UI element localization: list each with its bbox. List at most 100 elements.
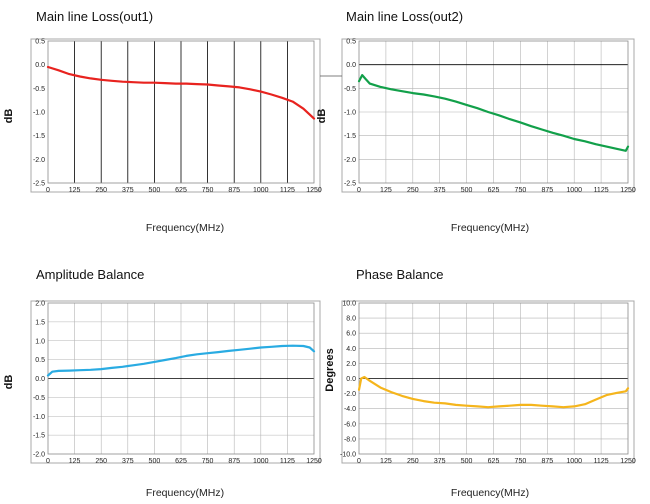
x-tick-label: 500 <box>461 187 473 194</box>
y-tick-label: -2.0 <box>344 391 356 398</box>
y-tick-label: -4.0 <box>344 406 356 413</box>
x-tick-label: 625 <box>175 458 187 465</box>
x-tick-label: 625 <box>175 187 187 194</box>
chart-1: Main line Loss(out1) 0 125 250 375 500 625 750 8… <box>3 9 322 234</box>
y-tick-label: -1.0 <box>33 414 45 421</box>
y-tick-label: 2.0 <box>35 301 45 308</box>
x-tick-label: 750 <box>515 187 527 194</box>
x-tick-label: 875 <box>541 187 553 194</box>
y-tick-label: 8.0 <box>346 316 356 323</box>
y-tick-label: 0.0 <box>346 62 356 69</box>
x-tick-label: 500 <box>149 458 161 465</box>
y-tick-label: -10.0 <box>340 452 356 459</box>
y-tick-label: 0.5 <box>35 357 45 364</box>
x-tick-label: 250 <box>95 458 107 465</box>
x-axis-label: Frequency(MHz) <box>146 222 224 234</box>
y-axis-label: Degrees <box>324 348 336 391</box>
y-tick-label: 0.5 <box>35 39 45 46</box>
x-tick-label: 1125 <box>594 187 609 194</box>
x-tick-label: 750 <box>202 458 214 465</box>
chart-3: Amplitude Balance 0 125 250 375 500 625 750 875 1… <box>3 267 322 499</box>
y-tick-label: 0.5 <box>346 39 356 46</box>
series-line <box>357 73 630 152</box>
x-tick-label: 875 <box>541 458 553 465</box>
x-tick-label: 250 <box>407 187 419 194</box>
x-axis-label: Frequency(MHz) <box>451 487 529 499</box>
y-tick-label: 10.0 <box>342 301 356 308</box>
chart-frame <box>30 300 321 464</box>
y-axis-label: dB <box>3 375 15 390</box>
x-tick-label: 0 <box>46 187 50 194</box>
chart-frame <box>30 38 321 193</box>
y-tick-label: 1.0 <box>35 338 45 345</box>
x-tick-label: 0 <box>357 458 361 465</box>
y-tick-label: -2.5 <box>33 181 45 188</box>
plot-area <box>358 40 629 184</box>
x-tick-label: 1000 <box>253 458 269 465</box>
y-tick-label: -1.5 <box>33 433 45 440</box>
chart-4: Phase Balance 0 125 250 375 500 625 750 875 1000 1… <box>324 267 636 499</box>
x-tick-label: 125 <box>69 458 81 465</box>
x-tick-label: 750 <box>515 458 527 465</box>
y-tick-label: -2.0 <box>344 157 356 164</box>
chart-title: Main line Loss(out1) <box>36 9 153 24</box>
chart-title: Main line Loss(out2) <box>346 9 463 24</box>
y-tick-label: -2.0 <box>33 452 45 459</box>
x-tick-label: 375 <box>122 187 134 194</box>
x-tick-label: 1250 <box>306 458 322 465</box>
chart-title: Amplitude Balance <box>36 267 144 282</box>
y-tick-label: -0.5 <box>33 395 45 402</box>
y-tick-label: 6.0 <box>346 331 356 338</box>
x-tick-label: 875 <box>228 187 240 194</box>
x-axis-label: Frequency(MHz) <box>146 487 224 499</box>
chart-title: Phase Balance <box>356 267 443 282</box>
y-tick-label: -1.5 <box>344 133 356 140</box>
x-tick-label: 500 <box>149 187 161 194</box>
plot-area <box>47 302 315 455</box>
y-tick-label: -1.5 <box>33 133 45 140</box>
y-tick-label: -1.0 <box>344 110 356 117</box>
x-tick-label: 1125 <box>594 458 609 465</box>
y-axis-label: dB <box>316 109 328 124</box>
y-tick-label: 0.0 <box>35 376 45 383</box>
y-tick-label: 4.0 <box>346 346 356 353</box>
series-line <box>357 375 630 409</box>
x-tick-label: 1125 <box>280 458 295 465</box>
x-tick-label: 375 <box>434 187 446 194</box>
x-tick-label: 375 <box>122 458 134 465</box>
x-tick-label: 1000 <box>566 458 582 465</box>
x-tick-label: 1000 <box>253 187 269 194</box>
x-tick-label: 250 <box>407 458 419 465</box>
x-tick-label: 750 <box>202 187 214 194</box>
y-axis-label: dB <box>3 109 15 124</box>
y-tick-label: 2.0 <box>346 361 356 368</box>
x-tick-label: 875 <box>228 458 240 465</box>
x-tick-label: 125 <box>380 458 392 465</box>
x-tick-label: 1250 <box>620 458 636 465</box>
x-tick-label: 375 <box>434 458 446 465</box>
y-tick-label: -1.0 <box>33 110 45 117</box>
chart-2: Main line Loss(out2) 0 125 250 375 500 625 750 8… <box>316 9 636 234</box>
y-tick-label: 0.0 <box>346 376 356 383</box>
x-axis-label: Frequency(MHz) <box>451 222 529 234</box>
x-tick-label: 250 <box>95 187 107 194</box>
series-line <box>46 65 316 120</box>
x-tick-label: 1250 <box>306 187 322 194</box>
y-tick-label: -2.5 <box>344 181 356 188</box>
x-tick-label: 125 <box>69 187 81 194</box>
x-tick-label: 125 <box>380 187 392 194</box>
x-tick-label: 500 <box>461 458 473 465</box>
x-tick-label: 625 <box>488 458 500 465</box>
y-tick-label: -0.5 <box>33 86 45 93</box>
y-tick-label: -8.0 <box>344 436 356 443</box>
y-tick-label: -0.5 <box>344 86 356 93</box>
y-tick-label: -2.0 <box>33 157 45 164</box>
x-tick-label: 1250 <box>620 187 636 194</box>
y-tick-label: -6.0 <box>344 421 356 428</box>
plot-area <box>47 40 315 184</box>
plot-area <box>358 302 629 455</box>
x-tick-label: 1125 <box>280 187 295 194</box>
x-tick-label: 0 <box>357 187 361 194</box>
x-tick-label: 1000 <box>566 187 582 194</box>
series-line <box>46 344 316 377</box>
